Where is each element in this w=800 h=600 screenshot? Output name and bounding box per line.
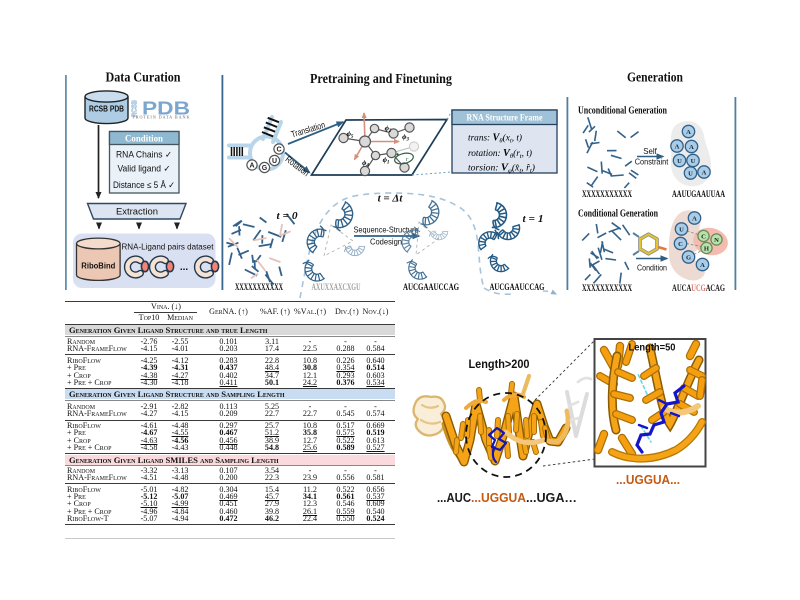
svg-text:U: U: [679, 226, 684, 233]
svg-text:ϕ2: ϕ2: [385, 124, 392, 135]
svg-text:RCSB: RCSB: [132, 100, 139, 117]
svg-text:RNA Structure Frame: RNA Structure Frame: [467, 113, 543, 123]
svg-text:r: r: [406, 156, 409, 163]
svg-text:G: G: [686, 254, 691, 261]
svg-text:Unconditional Generation: Unconditional Generation: [578, 106, 667, 117]
svg-text:Condition: Condition: [125, 135, 164, 145]
svg-text:Conditional Generation: Conditional Generation: [578, 209, 658, 220]
svg-text:A: A: [702, 169, 707, 176]
svg-text:RCSB PDB: RCSB PDB: [89, 105, 124, 114]
svg-text:PROTEIN DATA BANK: PROTEIN DATA BANK: [133, 115, 190, 120]
svg-text:RNA-Ligand pairs dataset: RNA-Ligand pairs dataset: [122, 242, 215, 252]
svg-text:Condition: Condition: [637, 263, 667, 273]
svg-text:RNA Chains ✓: RNA Chains ✓: [116, 150, 172, 160]
svg-text:Valid ligand ✓: Valid ligand ✓: [118, 164, 171, 174]
svg-text:trans: Vθ(xt, t): trans: Vθ(xt, t): [468, 133, 522, 145]
svg-text:t = Δt: t = Δt: [378, 193, 404, 205]
svg-text:Pretraining and Finetuning: Pretraining and Finetuning: [310, 72, 452, 87]
svg-text:Codesign: Codesign: [370, 237, 402, 247]
svg-text:Extraction: Extraction: [116, 207, 158, 217]
svg-text:Generation: Generation: [627, 71, 683, 86]
svg-text:A: A: [689, 144, 694, 151]
svg-text:RiboBind: RiboBind: [81, 262, 115, 271]
svg-text:torsion: Vφ(x̂t, r̂t): torsion: Vφ(x̂t, r̂t): [468, 163, 535, 175]
svg-text:C: C: [276, 147, 281, 154]
svg-text:rotation: Vθ(rt, t): rotation: Vθ(rt, t): [468, 148, 532, 160]
svg-text:C: C: [701, 233, 706, 240]
svg-text:Sequence-Structure: Sequence-Structure: [354, 225, 419, 235]
svg-text:A: A: [249, 163, 254, 170]
svg-text:Distance ≤ 5 Å ✓: Distance ≤ 5 Å ✓: [113, 180, 175, 190]
svg-text:t = 1: t = 1: [523, 213, 544, 225]
svg-text:ϕ5: ϕ5: [347, 129, 354, 140]
svg-text:...UGGUA...: ...UGGUA...: [616, 473, 680, 487]
svg-text:AAUUGAAUUAA: AAUUGAAUUAA: [672, 189, 725, 199]
svg-text:G: G: [262, 165, 268, 172]
svg-text:XXXXXXXXXXX: XXXXXXXXXXX: [582, 189, 632, 199]
svg-text:Self: Self: [643, 146, 657, 156]
svg-text:ϕ1: ϕ1: [383, 155, 390, 166]
svg-text:AXUXXAXCXGU: AXUXXAXCXGU: [312, 282, 361, 292]
svg-text:U: U: [677, 158, 682, 165]
svg-text:A: A: [675, 143, 680, 150]
svg-text:Length=50: Length=50: [629, 342, 676, 354]
svg-text:...AUC...UGGUA...UGA…: ...AUC...UGGUA...UGA…: [437, 490, 577, 505]
svg-text:ϕ4: ϕ4: [362, 158, 369, 169]
svg-text:A: A: [686, 129, 691, 136]
svg-text:A: A: [700, 262, 705, 269]
svg-text:AUCGAAUCCAG: AUCGAAUCCAG: [403, 282, 459, 292]
svg-text:AUCGAAUCCAG: AUCGAAUCCAG: [490, 282, 545, 292]
svg-text:Data Curation: Data Curation: [106, 71, 181, 86]
svg-text:Length>200: Length>200: [469, 359, 530, 371]
svg-text:PDB: PDB: [142, 99, 190, 119]
svg-text:U: U: [688, 170, 693, 177]
svg-text:XXXXXXXXXXX: XXXXXXXXXXX: [582, 283, 632, 293]
svg-text:U: U: [691, 158, 696, 165]
svg-text:Constraint: Constraint: [635, 157, 669, 167]
svg-text:C: C: [678, 241, 683, 248]
svg-text:XXXXXXXXXXX: XXXXXXXXXXX: [235, 282, 283, 292]
svg-text:U: U: [272, 158, 277, 165]
svg-text:N: N: [714, 237, 719, 244]
svg-text:t = 0: t = 0: [277, 210, 299, 222]
svg-text:H: H: [704, 245, 710, 252]
svg-text:...: ...: [180, 262, 189, 273]
svg-text:AUCAUCGACAG: AUCAUCGACAG: [672, 283, 725, 293]
svg-text:ϕ3: ϕ3: [402, 132, 409, 143]
svg-text:A: A: [692, 215, 697, 222]
